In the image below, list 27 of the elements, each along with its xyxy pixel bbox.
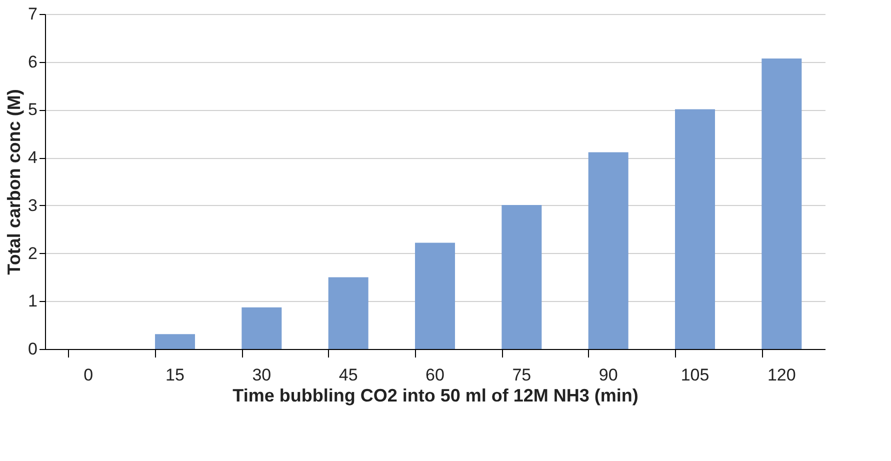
y-axis-title: Total carbon conc (M) — [4, 89, 24, 275]
x-tick-label: 75 — [512, 366, 532, 384]
y-tick-label: 6 — [28, 52, 38, 72]
y-tick-label: 3 — [28, 196, 38, 215]
x-tick-label: 30 — [252, 366, 272, 384]
y-tick-label: 7 — [28, 4, 38, 24]
y-tick-label: 2 — [28, 244, 38, 263]
y-tick-label: 1 — [28, 292, 38, 311]
bar — [762, 58, 802, 349]
bar — [588, 152, 628, 349]
bar — [502, 204, 542, 349]
x-tick-label: 45 — [338, 366, 358, 384]
x-tick-label: 60 — [426, 366, 444, 384]
bar — [675, 109, 715, 349]
y-tick-label: 0 — [28, 340, 38, 358]
x-tick-label: 15 — [166, 366, 184, 384]
x-tick-label: 120 — [767, 366, 796, 384]
y-tick-label: 5 — [28, 100, 38, 120]
x-tick-label: 105 — [680, 366, 710, 384]
bar — [242, 307, 282, 349]
bar — [328, 277, 368, 349]
x-axis-title: Time bubbling CO2 into 50 ml of 12M NH3 (min) — [232, 386, 638, 406]
bar — [415, 242, 455, 349]
bar — [155, 334, 195, 349]
x-tick-label: 0 — [84, 366, 94, 384]
y-tick-label: 4 — [28, 148, 38, 168]
x-tick-label: 90 — [598, 366, 618, 384]
